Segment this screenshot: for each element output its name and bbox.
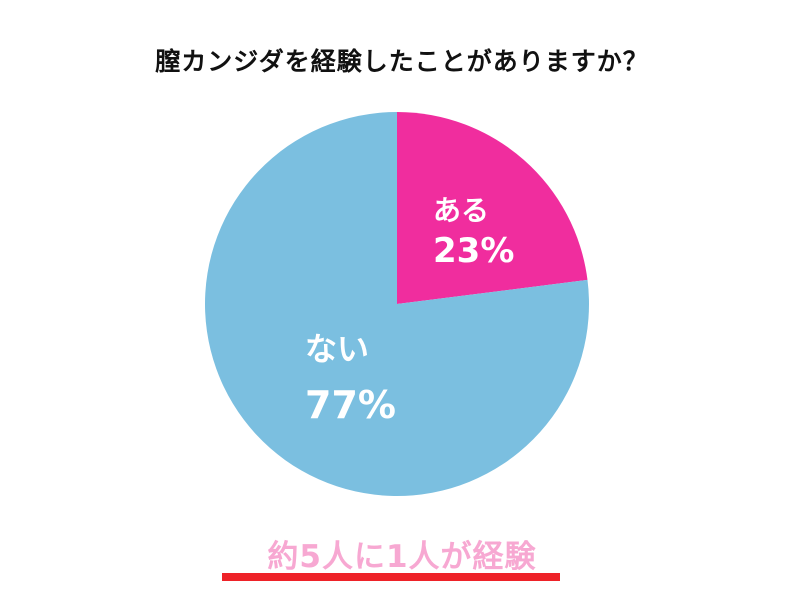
slice-name-label: ある [433, 194, 489, 227]
slice-percent-label: 23% [433, 231, 514, 271]
pie-slice-yes [397, 112, 588, 304]
chart-title: 膣カンジダを経験したことがありますか？ [155, 47, 649, 76]
caption-underline [222, 573, 560, 581]
pie-labels: ある 23% ない 77% [305, 194, 514, 427]
summary-caption: 約5人に1人が経験 [267, 539, 537, 575]
pie-slice-no [204, 112, 589, 496]
pie-slices [204, 112, 589, 496]
slice-name-label: ない [305, 330, 369, 368]
slice-percent-label: 77% [305, 383, 396, 427]
